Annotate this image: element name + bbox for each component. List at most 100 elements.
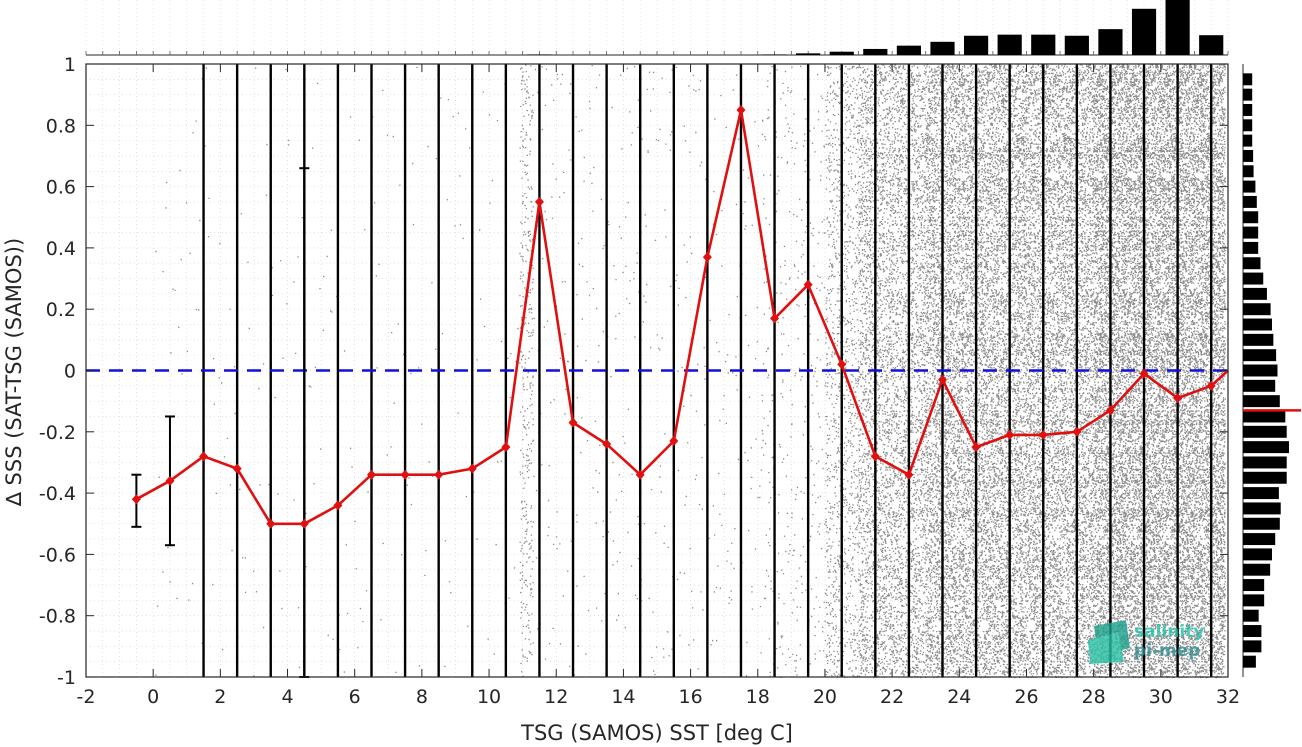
x-tick-label: 8	[416, 686, 428, 708]
top-hist-bar	[896, 45, 922, 55]
data-point	[266, 518, 276, 529]
right-hist-bar	[1243, 471, 1287, 484]
top-hist-bar	[1199, 35, 1224, 55]
x-tick-label: 2	[214, 686, 226, 708]
data-point	[803, 279, 813, 290]
data-point	[434, 469, 444, 480]
logo: salinity pi-mep	[1088, 620, 1204, 664]
right-hist-bar	[1243, 579, 1265, 592]
right-hist-bar	[1243, 226, 1259, 239]
data-point	[1105, 405, 1115, 416]
data-point	[467, 463, 477, 474]
y-tick-label: 0.4	[46, 238, 76, 260]
x-tick-label: 18	[746, 686, 770, 708]
series-line-tail	[1210, 369, 1229, 387]
top-hist-bar	[1131, 8, 1157, 56]
right-hist-bar	[1243, 625, 1262, 638]
top-hist-bar	[527, 54, 552, 55]
right-hist-bar	[1243, 441, 1289, 454]
right-hist-bar	[1243, 211, 1259, 224]
top-hist-bar	[796, 53, 821, 55]
plot-area	[85, 63, 1229, 679]
x-tick-label: 6	[349, 686, 361, 708]
logo-mark-front	[1088, 632, 1124, 664]
right-hist-bar	[1243, 456, 1287, 469]
x-axis-label: TSG (SAMOS) SST [deg C]	[520, 721, 793, 745]
data-point	[971, 442, 981, 453]
top-hist-bar	[997, 34, 1022, 55]
right-hist-bar	[1243, 395, 1280, 408]
data-point	[837, 359, 847, 370]
top-hist-bar	[1031, 34, 1056, 55]
right-hist-bar	[1243, 533, 1276, 546]
right-hist-bar	[1243, 119, 1253, 132]
x-tick-label: 22	[880, 686, 904, 708]
x-tick-label: 32	[1216, 686, 1240, 708]
data-point	[1038, 429, 1048, 440]
y-tick-label: -0.2	[39, 422, 76, 444]
right-hist-bar	[1243, 487, 1279, 500]
y-tick-label: 1	[64, 54, 76, 76]
data-point	[1139, 368, 1149, 379]
x-tick-label: 26	[1014, 686, 1038, 708]
y-tick-label: -0.4	[39, 483, 76, 505]
right-hist-bar	[1243, 410, 1286, 423]
right-histogram	[1242, 64, 1301, 677]
data-point	[770, 313, 780, 324]
right-hist-bar	[1243, 303, 1271, 316]
data-point	[501, 442, 511, 453]
right-hist-bar	[1243, 180, 1256, 193]
right-hist-bar	[1243, 364, 1278, 377]
top-hist-bar	[1098, 29, 1123, 55]
axis-ticks	[85, 63, 1229, 678]
tick-labels: -2 0 2 4 6 8 10 12 14 16 18 20 22 24 26 28 30 32-1-0.8-0.…	[39, 54, 1240, 708]
x-tick-label: 20	[813, 686, 837, 708]
data-point	[534, 196, 544, 207]
right-hist-bar	[1243, 640, 1262, 653]
x-tick-label: 12	[544, 686, 568, 708]
data-point	[635, 469, 645, 480]
right-hist-bar	[1243, 257, 1261, 270]
top-hist-bar	[1165, 0, 1190, 55]
x-tick-label: 10	[477, 686, 501, 708]
data-point	[1173, 393, 1183, 404]
right-hist-bar	[1243, 502, 1281, 515]
right-hist-bar	[1243, 318, 1272, 331]
x-tick-label: 0	[147, 686, 159, 708]
right-hist-bar	[1243, 517, 1280, 530]
data-point	[1072, 426, 1082, 437]
x-tick-label: 24	[947, 686, 971, 708]
data-point	[400, 469, 410, 480]
data-point	[299, 518, 309, 529]
top-hist-bar	[829, 51, 854, 55]
right-hist-bar	[1243, 88, 1253, 101]
x-tick-label: 28	[1082, 686, 1106, 708]
right-hist-bar	[1243, 379, 1276, 392]
data-point	[232, 463, 242, 474]
right-hist-bar	[1243, 563, 1271, 576]
data-point	[367, 469, 376, 480]
data-point	[165, 475, 175, 486]
y-tick-label: -1	[57, 667, 76, 689]
x-tick-label: 16	[678, 686, 702, 708]
data-point	[199, 451, 209, 462]
series-line	[131, 104, 1229, 529]
logo-line1: salinity	[1134, 622, 1204, 642]
y-axis-label: ∆ SSS (SAT-TSG (SAMOS))	[2, 238, 26, 507]
right-hist-bar	[1243, 609, 1259, 622]
data-point	[602, 439, 612, 450]
right-hist-bar	[1243, 272, 1264, 285]
data-point	[333, 500, 343, 511]
right-hist-bar	[1243, 548, 1272, 561]
right-hist-bar	[1243, 195, 1257, 208]
data-point	[736, 104, 746, 115]
y-tick-label: 0.6	[46, 177, 76, 199]
data-point	[870, 451, 880, 462]
top-hist-bar	[930, 41, 955, 55]
top-histogram	[85, 0, 1229, 56]
top-hist-bar	[963, 35, 989, 55]
data-point	[131, 494, 141, 505]
data-point	[702, 252, 712, 263]
data-point	[1005, 429, 1015, 440]
